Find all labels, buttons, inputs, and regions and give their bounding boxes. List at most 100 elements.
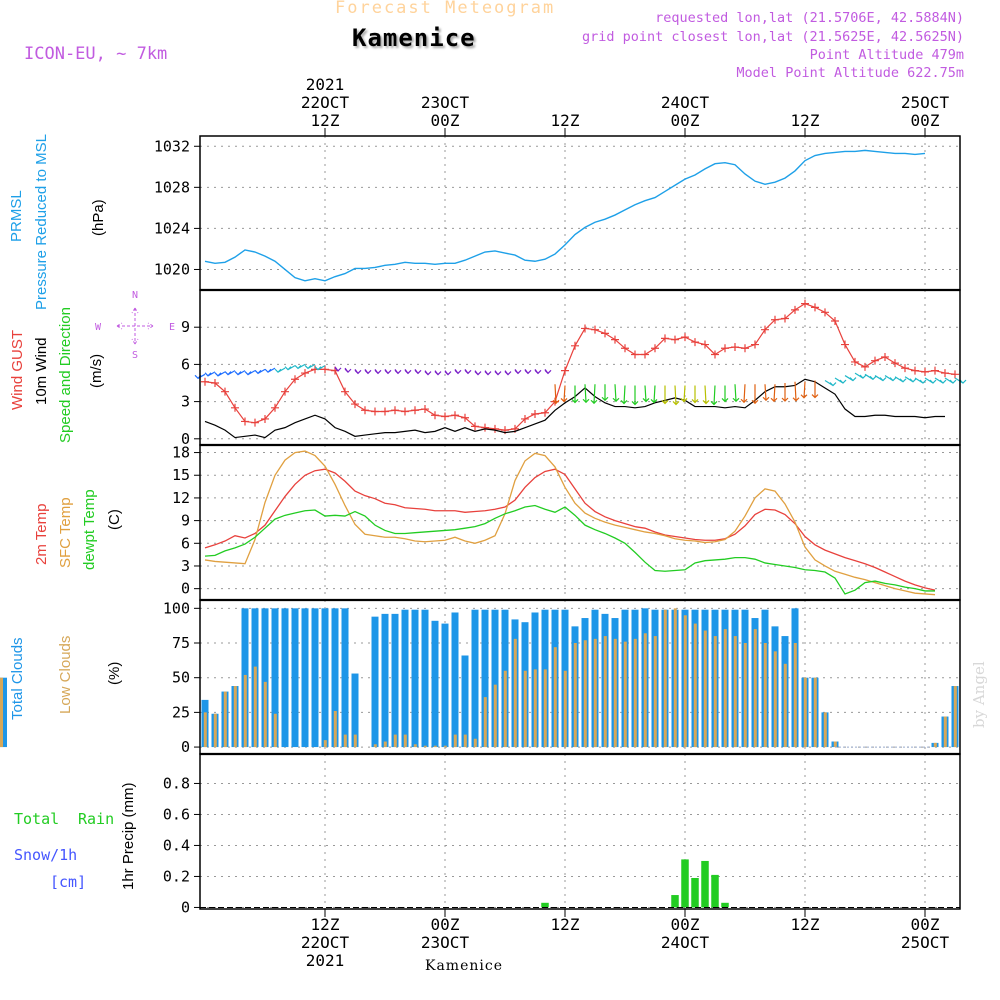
rain-bar [721,902,729,908]
gust-line [204,302,956,431]
y-tick-label: 6 [181,534,190,552]
total-cloud-bar [391,613,399,748]
rain-bar [691,878,699,908]
low-cloud-bar [443,745,447,748]
low-cloud-bar [393,734,397,748]
gust-marker [491,424,499,433]
y-tick-label: 1020 [154,260,190,278]
wind-direction-arrow [672,385,680,406]
gust-marker [731,343,739,352]
low-cloud-bar [243,674,247,748]
time-label-top: 12Z [791,111,820,130]
gust-marker [811,303,819,312]
time-label-bottom: 12Z [551,915,580,934]
low-cloud-bar [213,713,217,748]
gust-marker [471,422,479,431]
gust-marker [561,366,569,375]
wind-direction-arrow [661,385,669,405]
low-cloud-bar [713,636,717,748]
total-cloud-bar [311,608,319,748]
total-cloud-bar [271,608,279,748]
wind-direction-arrow [894,376,907,383]
gust-marker [751,340,759,349]
wind-direction-arrow [844,375,857,382]
y-tick-label: 0 [181,430,190,448]
y-tick-label: 100 [163,599,190,617]
gust-marker [241,417,249,426]
total-cloud-bar [381,613,389,748]
low-cloud-bar [373,744,377,748]
y-tick-label: 0.8 [163,774,190,792]
low-cloud-bar [603,636,607,748]
gust-marker [271,403,279,412]
low-cloud-bar [343,734,347,748]
time-label-bottom: 2021 [306,951,345,970]
total-cloud-bar [471,609,479,748]
wind-direction-arrow [710,385,718,406]
total-cloud-bar [451,612,459,748]
gust-marker [671,335,679,344]
low-cloud-bar [563,670,567,748]
low-cloud-bar [623,641,627,748]
legend-rain: Rain [78,810,115,828]
wind-direction-arrow [344,367,352,373]
panel-frame [199,135,961,291]
gust-marker [871,356,879,365]
gust-marker [661,334,669,343]
time-label-top: 00Z [911,111,940,130]
gust-marker [911,366,919,375]
low-cloud-bar [803,677,807,748]
gust-marker [651,344,659,353]
y-tick-label: 1032 [154,137,190,155]
pressure-axis-title-1: PRMSL [8,190,25,242]
wind-direction-arrow [214,371,226,377]
total-cloud-bar [441,623,449,748]
low-cloud-bar [323,740,327,748]
wind-direction-arrow [354,369,362,375]
gust-marker [541,408,549,417]
y-tick-label: 75 [172,634,190,652]
rain-bar [681,859,689,908]
low-cloud-bar [633,638,637,748]
gust-marker [481,423,489,432]
pressure-line [204,149,926,282]
gust-marker [881,352,889,361]
wind-direction-arrow [702,385,710,405]
compass-icon [116,307,154,345]
time-label-top: 2021 [306,75,345,94]
wind-direction-arrow [680,385,688,403]
wind-direction-arrow [834,377,847,384]
rain-bar [701,860,709,908]
wind-direction-arrow [394,369,402,375]
wind-direction-arrow [414,369,422,375]
low-cloud-bar [483,697,487,748]
total-cloud-bar [491,609,499,748]
wind-direction-arrow [924,377,937,384]
time-label-top: 25OCT [901,93,950,112]
gust-marker [531,410,539,418]
low-cloud-bar [503,670,507,748]
low-cloud-bar [583,640,587,748]
y-tick-label: 25 [172,703,190,721]
wind-direction-arrow [590,384,598,405]
low-cloud-bar [553,647,557,748]
gust-marker [641,350,649,359]
total-cloud-bar [371,616,379,748]
total-cloud-bar [0,677,7,748]
gust-marker [621,344,629,353]
low-cloud-bar [273,713,277,748]
low-cloud-bar [403,734,407,748]
low-cloud-bar [253,666,257,748]
low-cloud-bar [823,712,827,748]
gust-marker [861,362,869,371]
gust-marker [601,329,609,338]
total-cloud-bar [261,608,269,748]
gust-marker [841,340,849,349]
low-cloud-bar [423,745,427,748]
total-cloud-bar [291,608,299,748]
low-cloud-bar [683,615,687,748]
precip-unit: 1hr Precip (mm) [120,782,137,890]
total-cloud-bar [461,655,469,748]
time-label-top: 22OCT [301,93,350,112]
wind-direction-arrow [504,370,512,376]
